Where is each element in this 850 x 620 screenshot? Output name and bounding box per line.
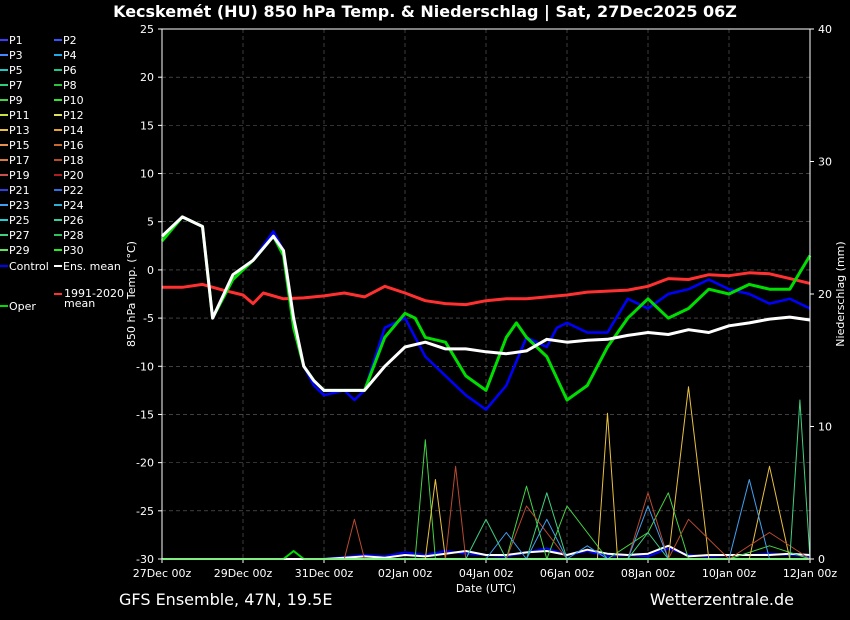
legend-label-p16: P16 (63, 139, 84, 152)
y-tick-label: 25 (140, 23, 154, 36)
y-tick-label: 20 (140, 71, 154, 84)
x-tick-label: 06Jan 00z (540, 567, 594, 580)
legend-label-p24: P24 (63, 199, 84, 212)
legend-label-control: Control (9, 260, 49, 273)
temp-line-ens-mean (160, 215, 811, 392)
y2-axis-ticks: 40 30 20 10 0 (810, 23, 832, 566)
legend-label-oper: Oper (9, 300, 36, 313)
temp-line-1991-2020-mean (162, 271, 811, 307)
legend-label-p19: P19 (9, 169, 30, 182)
legend-label-p11: P11 (9, 109, 30, 122)
legend-label-p28: P28 (63, 229, 84, 242)
y-tick-label: -30 (136, 553, 154, 566)
legend-label-1991-2020-mean-line2: mean (64, 297, 95, 310)
x-tick-label: 08Jan 00z (621, 567, 675, 580)
x-tick-label: 29Dec 00z (214, 567, 273, 580)
legend-label-p6: P6 (63, 64, 77, 77)
plot-frame (161, 28, 811, 560)
y-tick-label: 15 (140, 119, 154, 132)
legend-label-p5: P5 (9, 64, 23, 77)
legend-label-p4: P4 (63, 49, 77, 62)
x-axis-ticks: 27Dec 00z 29Dec 00z 31Dec 00z 02Jan 00z 04Ja… (133, 559, 837, 580)
x-tick-label: 10Jan 00z (702, 567, 756, 580)
legend-label-p3: P3 (9, 49, 23, 62)
footer-source: GFS Ensemble, 47N, 19.5E (119, 590, 332, 609)
y-tick-label: 5 (147, 216, 154, 229)
footer-site: Wetterzentrale.de (650, 590, 794, 609)
chart-title: Kecskemét (HU) 850 hPa Temp. & Niedersch… (113, 2, 737, 22)
legend-label-p20: P20 (63, 169, 84, 182)
legend-label-p9: P9 (9, 94, 23, 107)
y2-tick-label: 30 (818, 156, 832, 169)
y2-axis-label: Niederschlag (mm) (834, 241, 847, 346)
grid (161, 28, 811, 560)
temp-line-control (161, 215, 811, 411)
legend-label-p12: P12 (63, 109, 84, 122)
legend-label-p2: P2 (63, 34, 77, 47)
legend-label-p29: P29 (9, 244, 30, 257)
legend-label-p23: P23 (9, 199, 30, 212)
x-tick-label: 27Dec 00z (133, 567, 192, 580)
y-tick-label: -15 (136, 408, 154, 421)
y-tick-label: -5 (143, 312, 154, 325)
y-tick-label: 10 (140, 168, 154, 181)
legend-label-p26: P26 (63, 214, 84, 227)
legend-label-p25: P25 (9, 214, 30, 227)
legend: P1 P2 P3 P4 P5 P6 P7 P8 P9 P10 P11 P12 P13 P14 P15 P16 P… (0, 34, 124, 313)
precip-line-ens-mean (162, 544, 811, 560)
y-tick-label: 0 (147, 264, 154, 277)
y-tick-label: -25 (136, 505, 154, 518)
legend-label-p21: P21 (9, 184, 30, 197)
legend-label-p15: P15 (9, 139, 30, 152)
y2-tick-label: 40 (818, 23, 832, 36)
y-axis-ticks: 25 20 15 10 5 0 -5 -10 -15 -20 -25 -30 (136, 23, 162, 566)
x-tick-label: 02Jan 00z (378, 567, 432, 580)
x-tick-label: 31Dec 00z (295, 567, 354, 580)
legend-label-p18: P18 (63, 154, 84, 167)
legend-label-p13: P13 (9, 124, 30, 137)
legend-label-p17: P17 (9, 154, 30, 167)
legend-label-p30: P30 (63, 244, 84, 257)
y2-tick-label: 10 (818, 421, 832, 434)
legend-label-p14: P14 (63, 124, 84, 137)
y-tick-label: -10 (136, 360, 154, 373)
legend-label-p8: P8 (63, 79, 77, 92)
y-tick-label: -20 (136, 457, 154, 470)
legend-label-1991-2020-mean: 1991-2020 (64, 287, 124, 300)
y2-tick-label: 20 (818, 288, 832, 301)
legend-label-p10: P10 (63, 94, 84, 107)
y-axis-label: 850 hPa Temp. (°C) (125, 241, 138, 347)
x-axis-label: Date (UTC) (456, 582, 516, 595)
legend-label-p22: P22 (63, 184, 84, 197)
legend-label-p27: P27 (9, 229, 30, 242)
x-tick-label: 04Jan 00z (459, 567, 513, 580)
x-tick-label: 12Jan 00z (783, 567, 837, 580)
legend-label-p7: P7 (9, 79, 23, 92)
y2-tick-label: 0 (818, 553, 825, 566)
legend-label-p1: P1 (9, 34, 23, 47)
legend-label-ens-mean: Ens. mean (63, 260, 121, 273)
